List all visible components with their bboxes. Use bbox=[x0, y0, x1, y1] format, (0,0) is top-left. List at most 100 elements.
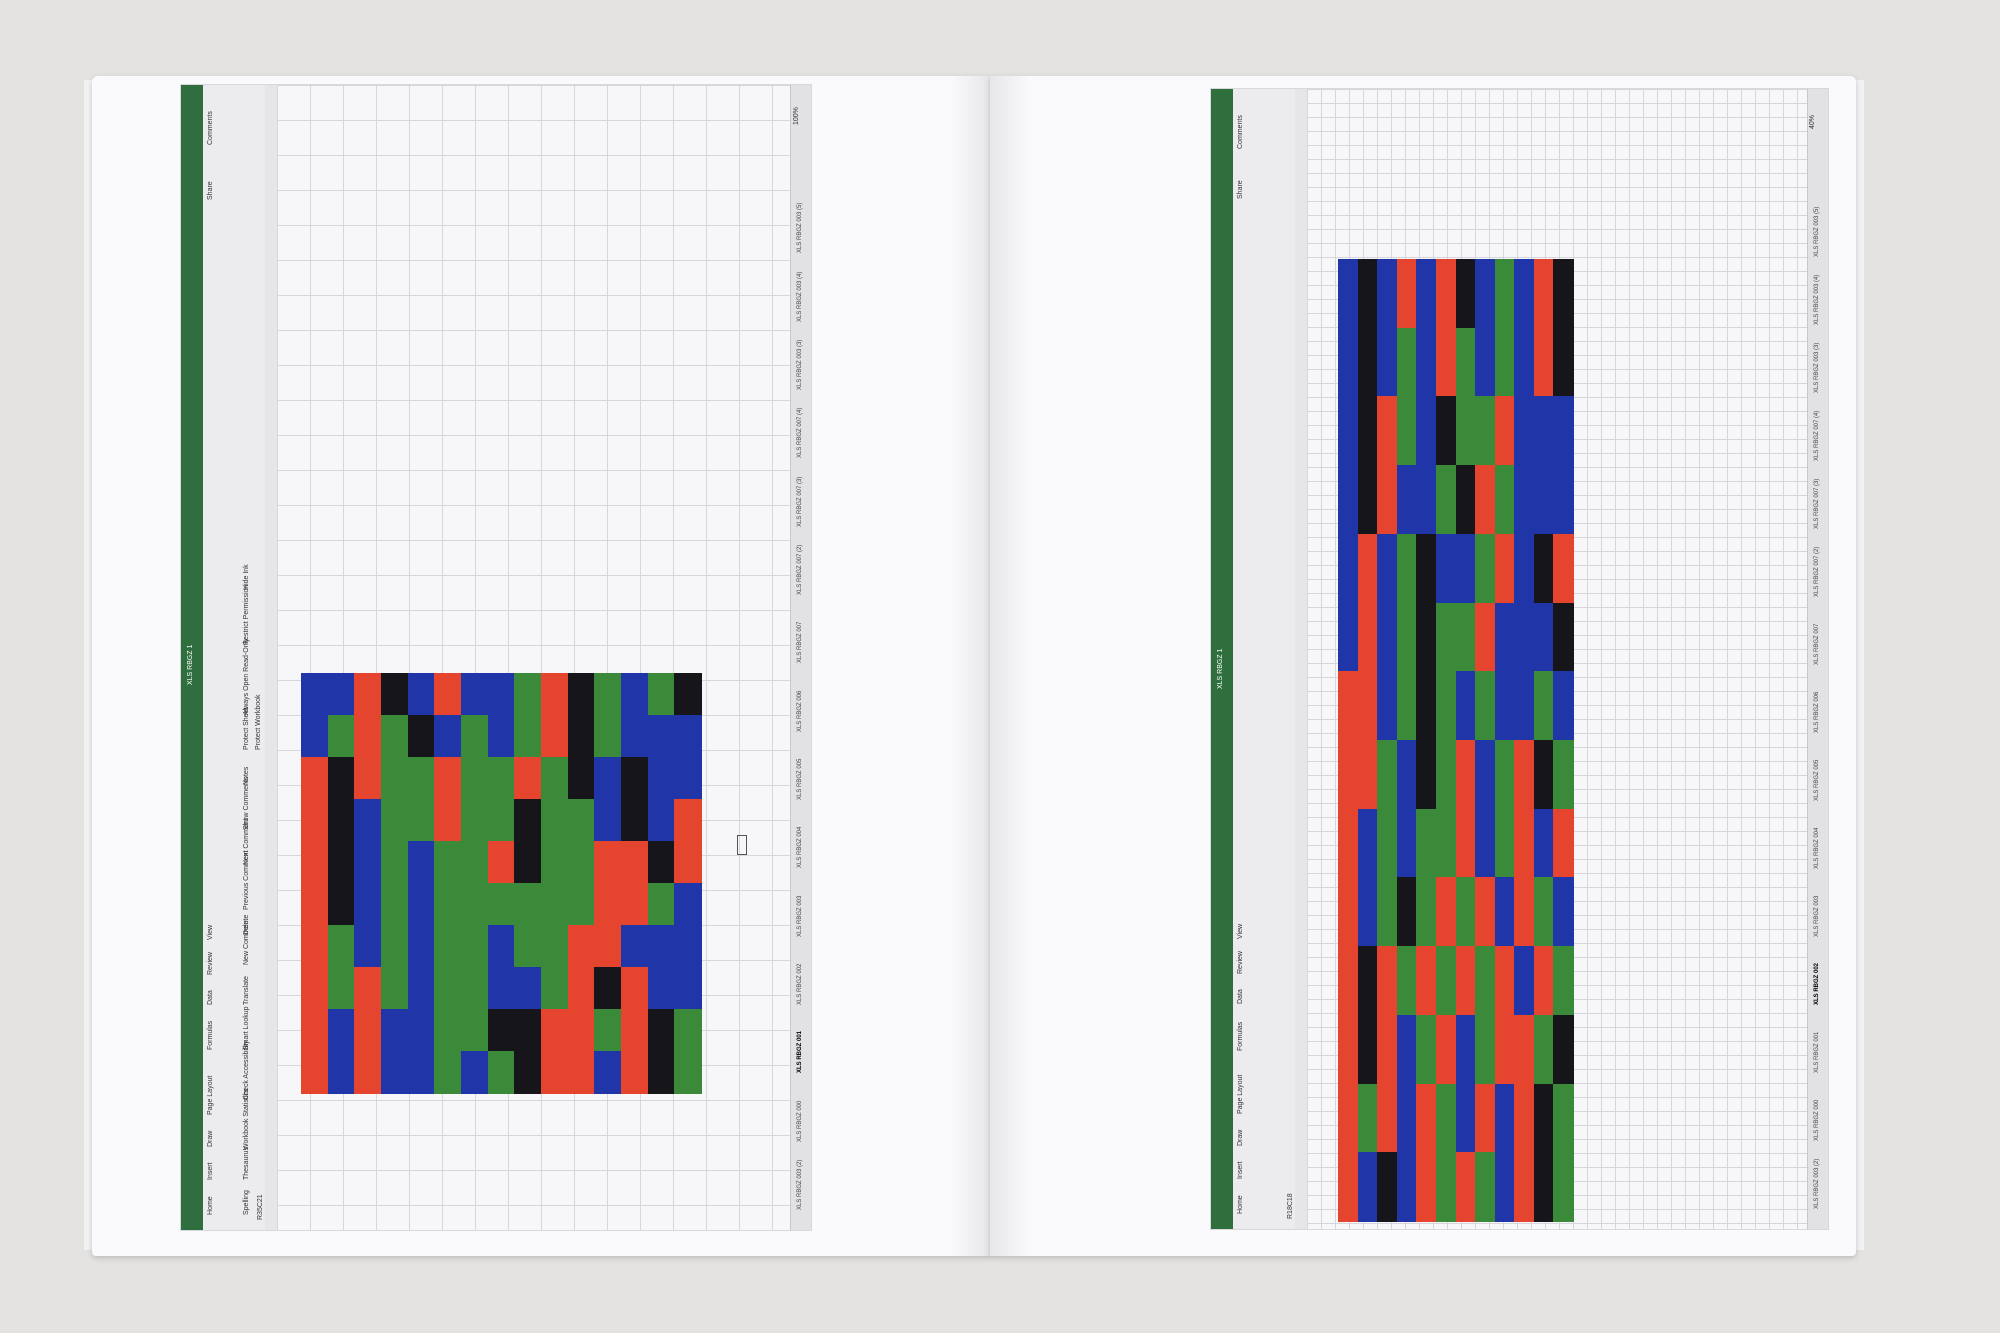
mosaic-cell bbox=[541, 715, 569, 758]
mosaic-cell bbox=[1533, 1152, 1555, 1223]
ribbon-tab-page-layout[interactable]: Page Layout bbox=[1237, 1074, 1244, 1114]
mosaic-cell bbox=[1533, 946, 1555, 1017]
ribbon-tab-review[interactable]: Review bbox=[1237, 951, 1244, 974]
ribbon-tab-draw[interactable]: Draw bbox=[207, 1130, 214, 1147]
sheet-tab[interactable]: XLS RBGZ 003 (5) bbox=[1814, 206, 1820, 257]
ribbon-button-spelling[interactable]: Spelling bbox=[243, 1190, 250, 1215]
sheet-tab[interactable]: XLS RBGZ 003 (2) bbox=[1814, 1158, 1820, 1209]
comments-button[interactable]: Comments bbox=[1237, 115, 1244, 149]
color-mosaic bbox=[301, 673, 703, 1094]
sheet-tab[interactable]: XLS RBGZ 007 (3) bbox=[1814, 478, 1820, 529]
mosaic-cell bbox=[1455, 259, 1477, 329]
ribbon-button-restrict-permission[interactable]: Restrict Permission bbox=[243, 584, 250, 645]
sheet-tab-bar: XLS RBGZ 003 (2) XLS RBGZ 000 XLS RBGZ 001… bbox=[1807, 89, 1828, 1229]
ribbon-button-translate[interactable]: Translate bbox=[243, 976, 250, 1005]
mosaic-cell bbox=[1377, 946, 1399, 1017]
mosaic-cell bbox=[647, 925, 676, 968]
mosaic-cell bbox=[461, 715, 489, 758]
sheet-tab[interactable]: XLS RBGZ 007 (2) bbox=[797, 544, 803, 595]
sheet-tab[interactable]: XLS RBGZ 007 bbox=[1814, 623, 1820, 665]
mosaic-cell bbox=[1377, 740, 1399, 810]
sheet-tab[interactable]: XLS RBGZ 002 bbox=[1814, 962, 1820, 1005]
mosaic-cell bbox=[461, 967, 489, 1010]
ribbon-tab-draw[interactable]: Draw bbox=[1237, 1129, 1244, 1146]
mosaic-cell bbox=[1377, 877, 1399, 948]
sheet-tab[interactable]: XLS RBGZ 000 bbox=[797, 1100, 803, 1142]
window-title: XLS RBGZ 1 bbox=[1217, 648, 1224, 689]
ribbon-tab-home[interactable]: Home bbox=[207, 1196, 214, 1215]
ribbon-tab-formulas[interactable]: Formulas bbox=[207, 1020, 214, 1050]
mosaic-cell bbox=[541, 925, 569, 968]
sheet-tab[interactable]: XLS RBGZ 005 bbox=[797, 758, 803, 800]
mosaic-cell bbox=[1338, 1152, 1359, 1223]
sheet-tab[interactable]: XLS RBGZ 003 (4) bbox=[1814, 274, 1820, 325]
comments-button[interactable]: Comments bbox=[207, 111, 214, 145]
ribbon-button-smart-lookup[interactable]: Smart Lookup bbox=[243, 1006, 250, 1050]
sheet-tab[interactable]: XLS RBGZ 006 bbox=[797, 690, 803, 732]
ribbon-tab-page-layout[interactable]: Page Layout bbox=[207, 1075, 214, 1115]
ribbon-tab-view[interactable]: View bbox=[1237, 923, 1244, 939]
sheet-tab[interactable]: XLS RBGZ 000 bbox=[1814, 1099, 1820, 1141]
sheet-tab[interactable]: XLS RBGZ 005 bbox=[1814, 759, 1820, 801]
mosaic-cell bbox=[1357, 1014, 1379, 1085]
mosaic-cell bbox=[621, 715, 649, 758]
ribbon-tab-view[interactable]: View bbox=[207, 924, 214, 940]
sheet-tab[interactable]: XLS RBGZ 006 bbox=[1814, 691, 1820, 733]
sheet-tab[interactable]: XLS RBGZ 003 (4) bbox=[797, 271, 803, 322]
share-button[interactable]: Share bbox=[207, 181, 214, 200]
sheet-tab[interactable]: XLS RBGZ 002 bbox=[797, 963, 803, 1005]
mosaic-cell bbox=[461, 1009, 489, 1052]
sheet-tab[interactable]: XLS RBGZ 003 (3) bbox=[1814, 342, 1820, 393]
mosaic-cell bbox=[1357, 1152, 1379, 1223]
sheet-tab[interactable]: XLS RBGZ 007 (4) bbox=[1814, 410, 1820, 461]
mosaic-cell bbox=[301, 967, 329, 1010]
mosaic-cell bbox=[1435, 808, 1457, 879]
mosaic-cell bbox=[567, 757, 596, 800]
mosaic-cell bbox=[541, 1051, 569, 1094]
ribbon-button-notes[interactable]: Notes bbox=[243, 766, 250, 785]
mosaic-cell bbox=[1494, 602, 1516, 673]
sheet-tab[interactable]: XLS RBGZ 007 (4) bbox=[797, 407, 803, 459]
sheet-tab[interactable]: XLS RBGZ 003 bbox=[797, 895, 803, 937]
mosaic-cell bbox=[327, 925, 356, 968]
sheet-tab[interactable]: XLS RBGZ 003 (5) bbox=[797, 202, 803, 254]
cell-reference-box[interactable]: R35C21 bbox=[257, 1194, 264, 1220]
ribbon-tab-formulas[interactable]: Formulas bbox=[1237, 1021, 1244, 1051]
sheet-tab[interactable]: XLS RBGZ 001 bbox=[1814, 1031, 1820, 1073]
mosaic-cell bbox=[1455, 396, 1477, 467]
sheet-tab[interactable]: XLS RBGZ 003 (2) bbox=[797, 1159, 803, 1210]
mosaic-cell bbox=[1416, 740, 1438, 810]
ribbon-button-hide-ink[interactable]: Hide Ink bbox=[243, 564, 250, 590]
mosaic-cell bbox=[594, 883, 623, 926]
sheet-tab[interactable]: XLS RBGZ 007 bbox=[797, 621, 803, 664]
mosaic-cell bbox=[434, 715, 463, 758]
ribbon-button-always-open-read-only[interactable]: Always Open Read-Only bbox=[243, 638, 250, 715]
ribbon-button-protect-workbook[interactable]: Protect Workbook bbox=[255, 694, 262, 750]
mosaic-cell bbox=[461, 841, 489, 884]
sheet-tab[interactable]: XLS RBGZ 007 (3) bbox=[797, 476, 803, 527]
sheet-tab[interactable]: XLS RBGZ 004 bbox=[797, 826, 803, 869]
mosaic-cell bbox=[1455, 877, 1477, 948]
sheet-tab[interactable]: XLS RBGZ 001 bbox=[797, 1031, 803, 1074]
sheet-tab[interactable]: XLS RBGZ 004 bbox=[1814, 827, 1820, 869]
sheet-tab[interactable]: XLS RBGZ 003 bbox=[1814, 895, 1820, 937]
ribbon-tab-data[interactable]: Data bbox=[1237, 989, 1244, 1004]
mosaic-cell bbox=[1494, 327, 1516, 398]
mosaic-cell bbox=[487, 1009, 516, 1052]
share-button[interactable]: Share bbox=[1237, 180, 1244, 199]
ribbon-tab-data[interactable]: Data bbox=[207, 990, 214, 1005]
cell-reference-box[interactable]: R18C18 bbox=[1287, 1193, 1294, 1219]
ribbon-button-thesaurus[interactable]: Thesaurus bbox=[243, 1146, 250, 1180]
sheet-tab[interactable]: XLS RBGZ 003 (3) bbox=[797, 339, 803, 390]
mosaic-cell bbox=[514, 757, 543, 800]
mosaic-cell bbox=[434, 841, 463, 884]
ribbon-tab-insert[interactable]: Insert bbox=[1237, 1161, 1244, 1179]
ribbon-tab-review[interactable]: Review bbox=[207, 952, 214, 975]
mosaic-cell bbox=[1435, 740, 1457, 810]
mosaic-cell bbox=[1338, 327, 1359, 398]
ribbon-tab-insert[interactable]: Insert bbox=[207, 1162, 214, 1180]
ribbon-tab-home[interactable]: Home bbox=[1237, 1195, 1244, 1214]
sheet-tab[interactable]: XLS RBGZ 007 (2) bbox=[1814, 546, 1820, 597]
ribbon-button-delete[interactable]: Delete bbox=[243, 914, 250, 935]
mosaic-cell bbox=[407, 1009, 436, 1052]
